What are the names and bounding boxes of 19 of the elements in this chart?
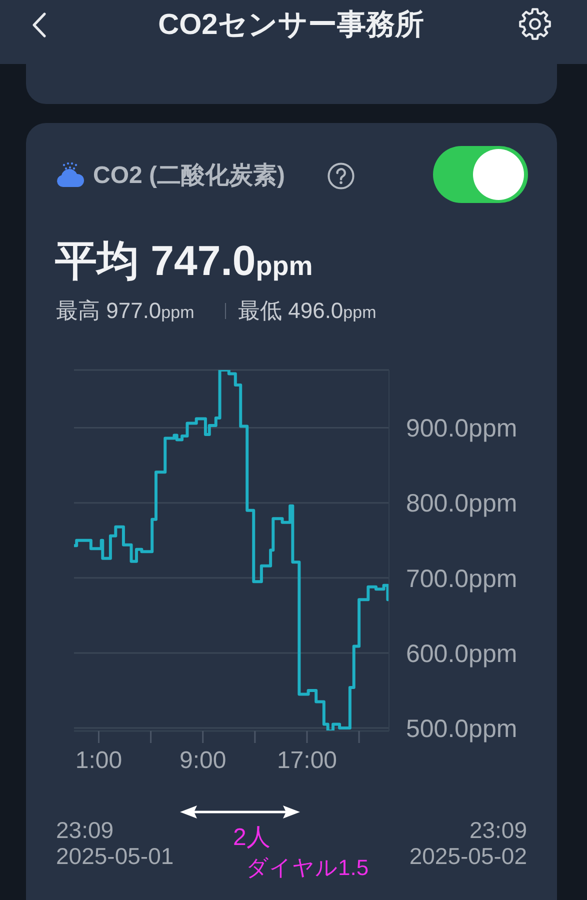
y-tick-label: 600.0ppm [406, 640, 518, 668]
text: 2025-05-02 [409, 843, 527, 869]
text: 2人 [233, 824, 270, 852]
text: 平均 747.0ppm [55, 237, 313, 286]
text: 23:09 [469, 817, 527, 843]
text: 最低 496.0ppm [238, 298, 376, 325]
x-tick-label: 17:00 [276, 747, 338, 774]
y-tick-label: 700.0ppm [406, 564, 518, 593]
text: 23:09 [56, 817, 114, 843]
text: 2025-05-01 [56, 843, 174, 869]
chart-title: CO2センサー事務所 [157, 8, 425, 43]
y-tick-label: 500.0ppm [406, 714, 518, 743]
chart-subtitle: CO2 (二酸化炭素) [93, 161, 285, 191]
x-tick-label: 1:00 [75, 747, 122, 774]
y-tick-label: 900.0ppm [406, 414, 518, 443]
text: 最高 977.0ppm [56, 298, 194, 325]
text: ダイヤル1.5 [246, 855, 369, 880]
y-tick-label: 800.0ppm [406, 490, 518, 518]
x-tick-label: 9:00 [180, 747, 226, 774]
